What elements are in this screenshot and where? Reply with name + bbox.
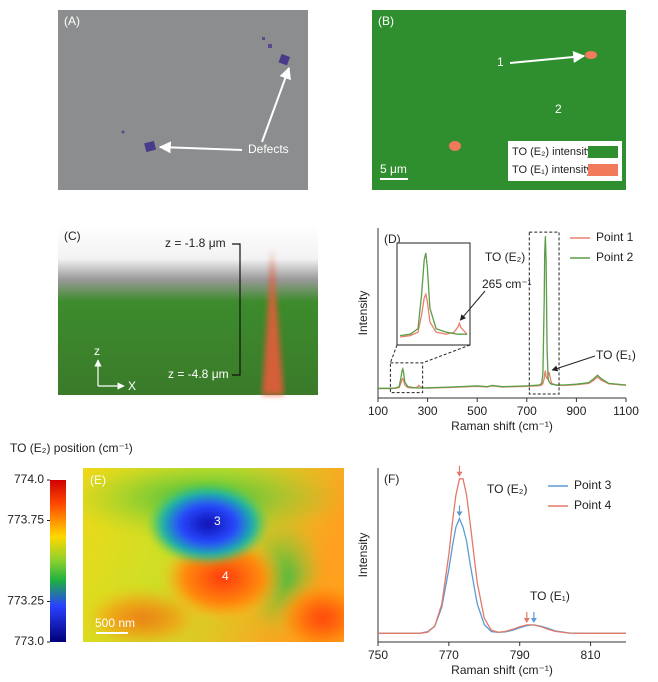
annotation-arrow: [459, 290, 486, 321]
legend-label: TO (E₂) intensity: [512, 146, 593, 158]
panel-label: (E): [90, 473, 106, 487]
panel-e: TO (E₂) position (cm⁻¹) 3 4 500 nm (E): [10, 441, 344, 642]
defect: [262, 37, 265, 40]
micrograph: [58, 10, 308, 190]
legend-swatch: [588, 164, 618, 176]
peak-box: [528, 231, 560, 395]
x-tick-label: 500: [467, 404, 487, 418]
colorbar-tick-label: 773.0: [14, 634, 44, 648]
series-line: [378, 236, 627, 389]
depth-label: z = -1.8 μm: [165, 236, 226, 250]
y-axis-label: Intensity: [356, 533, 370, 578]
defect: [278, 53, 291, 66]
panel-c: z = -1.8 μm z = -4.8 μm z X (C): [58, 225, 318, 395]
annotation: TO (E₁): [596, 348, 636, 362]
x-tick-label: 790: [510, 648, 530, 662]
point-label: 2: [555, 102, 562, 116]
x-axis-label: Raman shift (cm⁻¹): [451, 663, 553, 677]
colorbar-tick-label: 773.75: [7, 513, 44, 527]
scale-bar-label: 500 nm: [95, 616, 135, 630]
legend-label: Point 4: [574, 498, 612, 512]
point-label: 3: [214, 514, 221, 528]
series-line: [378, 516, 626, 634]
panel-b: 1 2 TO (E₂) intensity TO (E₁) intensity …: [372, 10, 626, 190]
x-tick-label: 900: [566, 404, 586, 418]
panel-label: (B): [378, 14, 394, 28]
point-label: 1: [497, 55, 504, 69]
inset-line: [399, 292, 468, 338]
arrow: [261, 66, 291, 143]
annotation: TO (E₂): [485, 250, 525, 264]
bracket: [232, 243, 241, 376]
x-tick-label: 700: [517, 404, 537, 418]
e1-spot: [585, 51, 597, 59]
annotation: Defects: [248, 142, 289, 156]
series-line: [378, 370, 627, 390]
panel-label: (C): [64, 229, 81, 243]
defect: [121, 130, 125, 134]
scale-bar-label: 5 μm: [380, 162, 407, 176]
defect: [144, 140, 157, 153]
annotation: TO (E₂): [487, 482, 527, 496]
zoom-connector: [389, 344, 398, 364]
arrow: [158, 141, 243, 154]
point-label: 4: [222, 569, 229, 583]
series-line: [378, 478, 626, 634]
annotation: 265 cm⁻¹: [482, 277, 532, 291]
x-tick-label: 1100: [613, 404, 639, 418]
colorbar-title: TO (E₂) position (cm⁻¹): [10, 441, 133, 455]
colorbar-tick-label: 773.25: [7, 594, 44, 608]
panel-a: Defects (A): [58, 10, 308, 190]
legend-label: Point 3: [574, 478, 612, 492]
axis-label: z: [94, 344, 100, 358]
annotation-arrow: [551, 355, 596, 372]
legend-label: Point 2: [596, 250, 634, 264]
arrow: [509, 51, 586, 64]
depth-label: z = -4.8 μm: [168, 367, 229, 381]
peak-arrow-head: [530, 617, 537, 623]
peak-arrow-head: [523, 617, 530, 623]
x-tick-label: 300: [418, 404, 438, 418]
legend-label: Point 1: [596, 230, 634, 244]
x-tick-label: 100: [368, 404, 388, 418]
panel-label: (F): [384, 472, 399, 486]
defect: [268, 44, 272, 48]
x-tick-label: 810: [581, 648, 601, 662]
colorbar: [50, 480, 66, 642]
zoom-connector: [422, 344, 471, 364]
annotation: TO (E₁): [530, 589, 570, 603]
colorbar-tick-label: 774.0: [14, 472, 44, 486]
y-axis-label: Intensity: [356, 291, 370, 336]
inset-frame: [396, 242, 471, 346]
panel-label: (A): [64, 14, 80, 28]
peak-arrow-head: [456, 471, 463, 477]
axis-label: X: [128, 379, 136, 393]
inset-line: [399, 252, 467, 337]
peak-arrow-head: [456, 511, 463, 517]
legend-swatch: [588, 146, 618, 158]
spike: [262, 250, 284, 395]
zoom-box: [389, 362, 424, 394]
position-map: [83, 468, 344, 642]
x-tick-label: 750: [368, 648, 388, 662]
e1-spot: [449, 141, 461, 151]
x-tick-label: 770: [439, 648, 459, 662]
legend-label: TO (E₁) intensity: [512, 164, 592, 176]
x-axis-label: Raman shift (cm⁻¹): [451, 419, 553, 433]
